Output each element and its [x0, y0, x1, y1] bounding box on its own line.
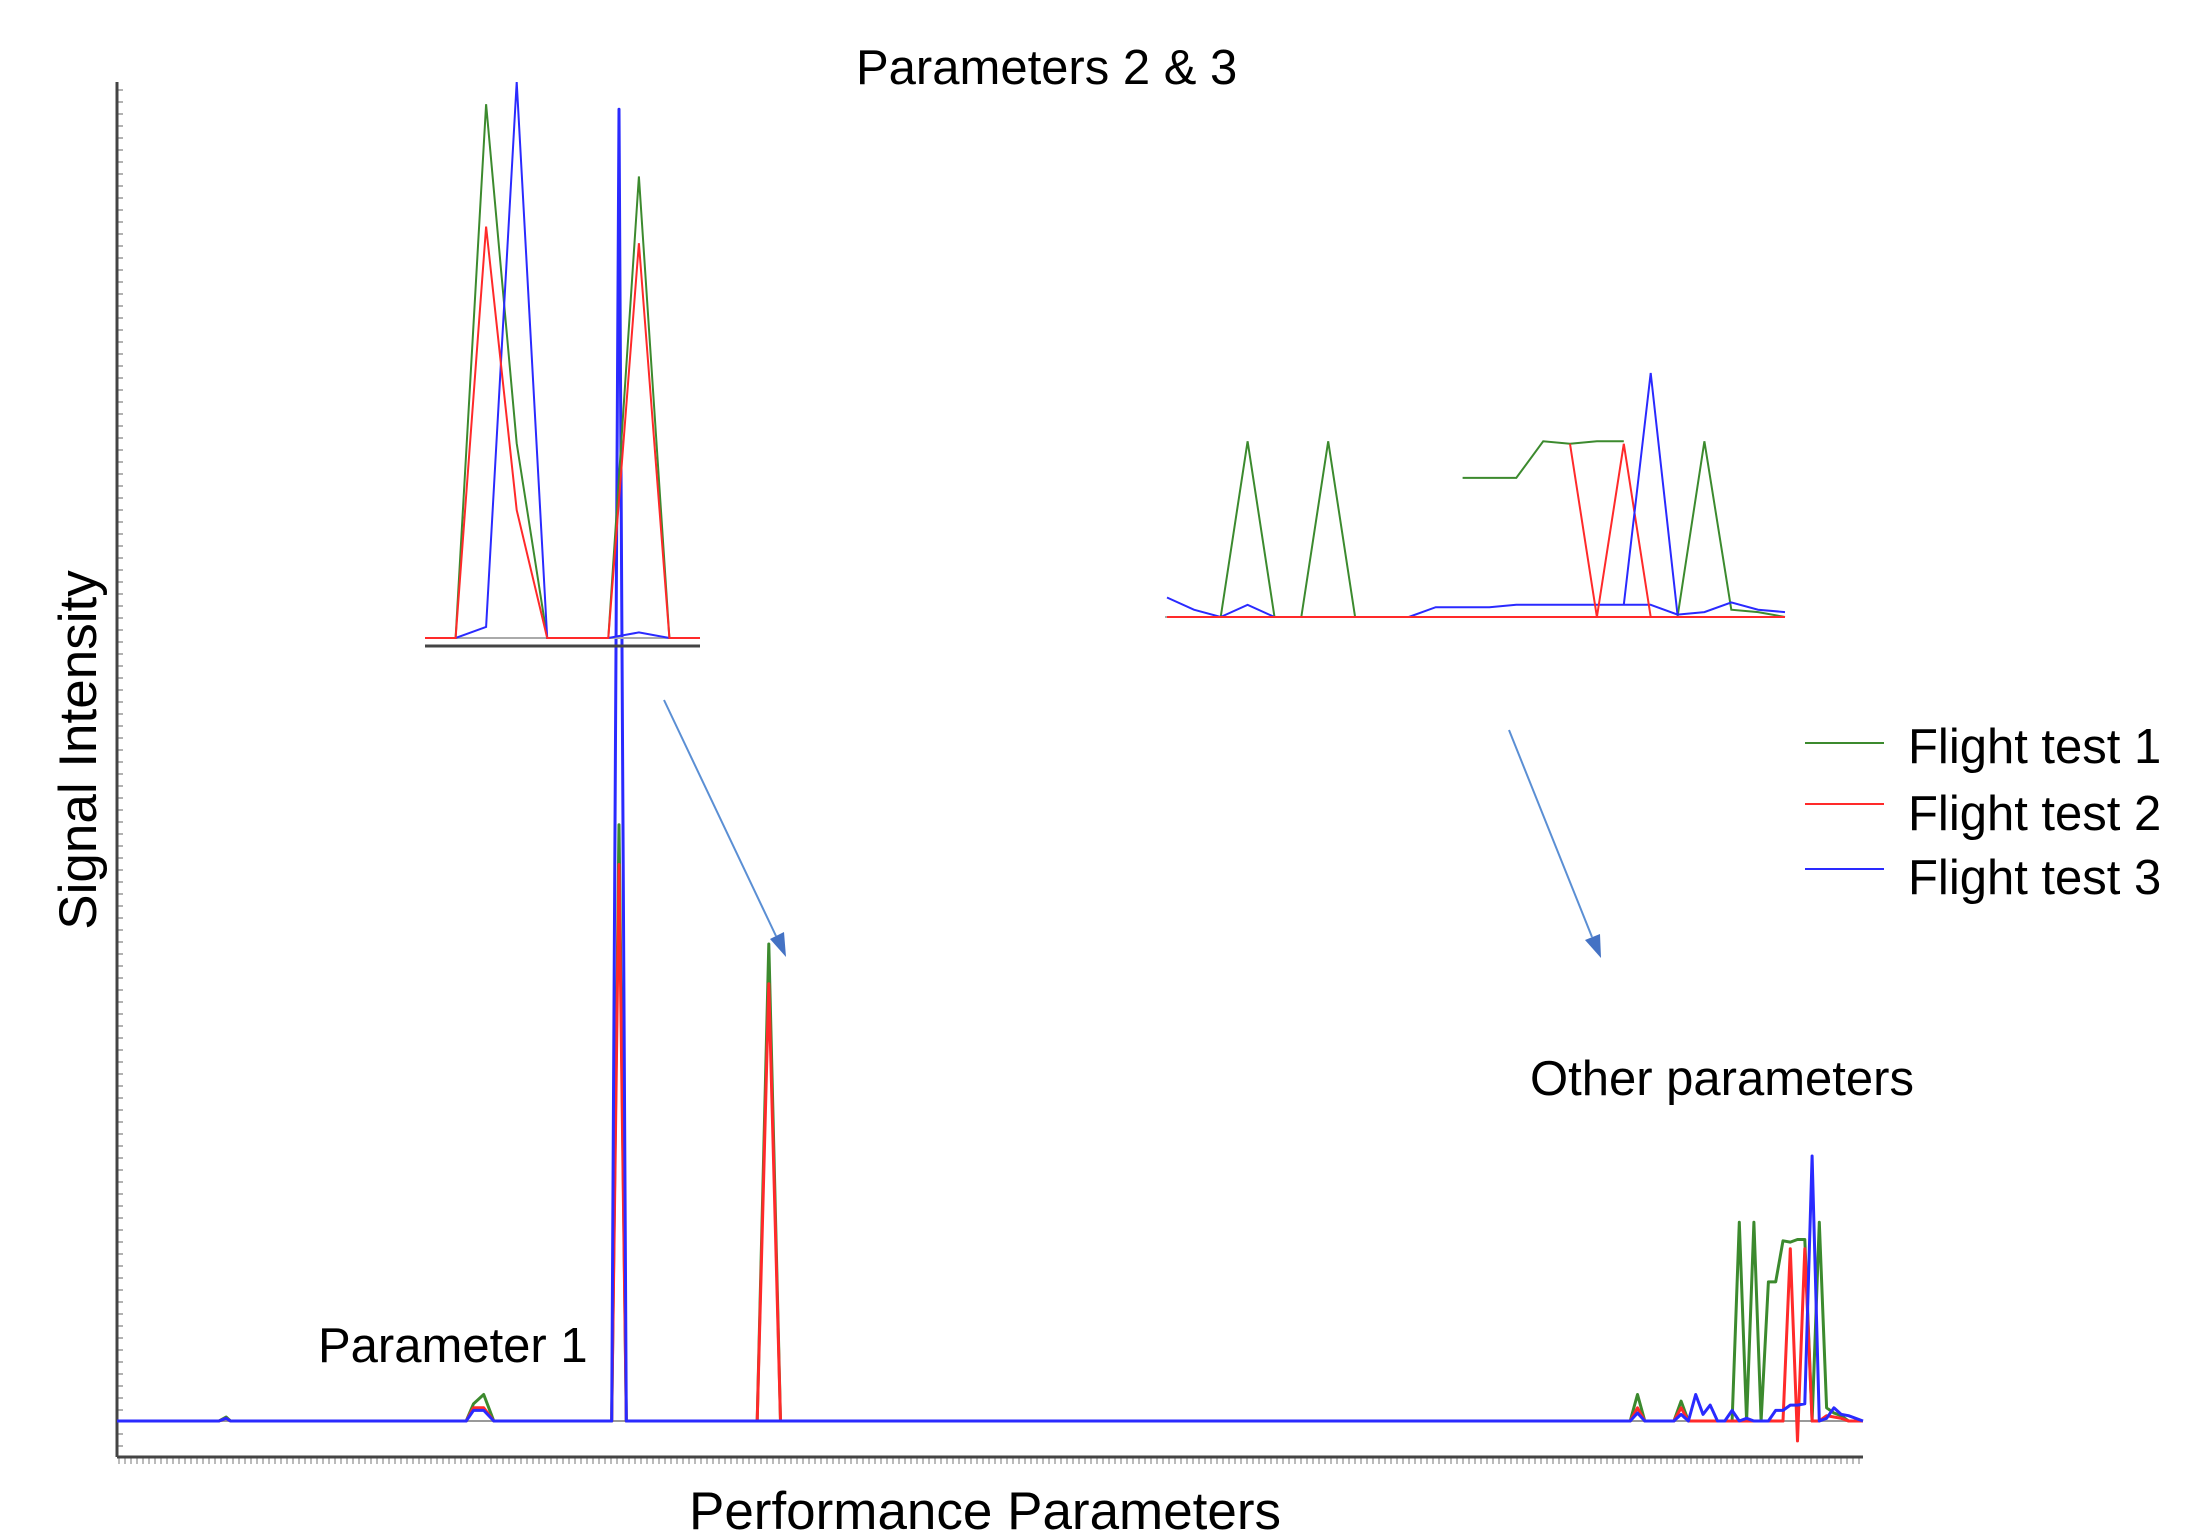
inset-right-segment-flight-test-3	[1622, 372, 1679, 615]
inset-left-series-flight-test-3	[425, 81, 700, 639]
arrow-left	[663, 699, 786, 957]
arrow-right-head	[1585, 934, 1601, 958]
inset-left	[425, 81, 700, 648]
legend-label-flight-test-3: Flight test 3	[1908, 851, 2161, 905]
annotation-parameter-1: Parameter 1	[318, 1319, 588, 1373]
main-plot-series	[117, 107, 1864, 1443]
arrow-right-shaft	[1508, 729, 1593, 938]
inset-left-series-flight-test-1	[425, 104, 700, 639]
inset-right-series-flight-test-1	[1167, 441, 1786, 618]
inset-right-segment-flight-test-1	[1462, 440, 1624, 479]
inset-right-segment-flight-test-2	[1569, 443, 1652, 618]
series-flight-test-3	[117, 107, 1864, 1423]
inset-left-series-flight-test-2	[425, 226, 700, 639]
x-axis-label: Performance Parameters	[689, 1482, 1281, 1540]
legend-label-flight-test-1: Flight test 1	[1908, 720, 2161, 774]
arrow-left-head	[770, 932, 786, 957]
annotation-parameters-2-3: Parameters 2 & 3	[856, 41, 1237, 95]
arrow-left-shaft	[663, 699, 777, 937]
arrow-right	[1508, 729, 1601, 958]
annotation-other-parameters: Other parameters	[1530, 1052, 1914, 1106]
legend-label-flight-test-2: Flight test 2	[1908, 787, 2161, 841]
inset-right	[1165, 372, 1786, 619]
legend: Flight test 1 Flight test 2 Flight test …	[1805, 720, 2161, 905]
inset-right-series-flight-test-3	[1166, 596, 1786, 619]
y-axis-label: Signal Intensity	[49, 570, 108, 930]
